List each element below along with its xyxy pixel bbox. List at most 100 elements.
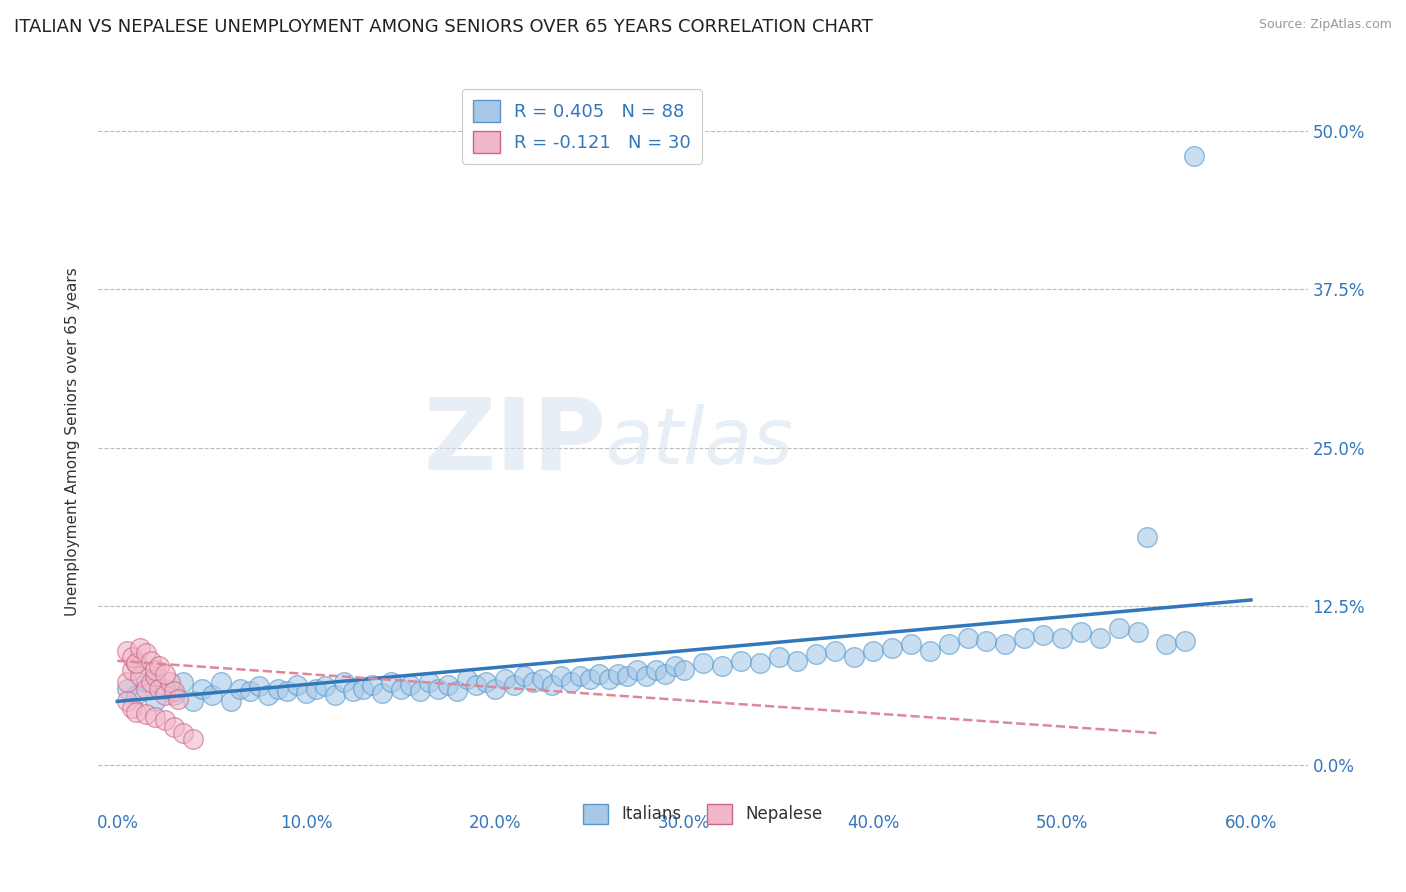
Point <box>465 678 488 692</box>
Point <box>361 678 384 692</box>
Point <box>276 684 298 698</box>
Point <box>427 681 450 696</box>
Point <box>153 666 176 681</box>
Point <box>115 675 138 690</box>
Point <box>125 688 148 702</box>
Point <box>862 643 884 657</box>
Point <box>730 654 752 668</box>
Point <box>550 669 572 683</box>
Point <box>1126 624 1149 639</box>
Point <box>976 633 998 648</box>
Point <box>531 672 554 686</box>
Point <box>692 657 714 671</box>
Point <box>115 681 138 696</box>
Y-axis label: Unemployment Among Seniors over 65 years: Unemployment Among Seniors over 65 years <box>65 268 80 615</box>
Point <box>115 643 138 657</box>
Point <box>219 694 242 708</box>
Point <box>172 675 194 690</box>
Point <box>607 666 630 681</box>
Point <box>115 694 138 708</box>
Point <box>148 681 170 696</box>
Point <box>172 726 194 740</box>
Point <box>143 694 166 708</box>
Point <box>129 669 152 683</box>
Point <box>1174 633 1197 648</box>
Point <box>1108 621 1130 635</box>
Point <box>918 643 941 657</box>
Point <box>806 648 828 662</box>
Point <box>166 691 188 706</box>
Point <box>163 688 186 702</box>
Point <box>389 681 412 696</box>
Point <box>153 714 176 728</box>
Point <box>141 654 163 668</box>
Point <box>418 675 440 690</box>
Point <box>824 643 846 657</box>
Point <box>598 672 620 686</box>
Point <box>636 669 658 683</box>
Point <box>456 672 478 686</box>
Point <box>295 685 318 699</box>
Point <box>371 685 394 699</box>
Point <box>1088 631 1111 645</box>
Point <box>956 631 979 645</box>
Point <box>626 663 648 677</box>
Point <box>938 637 960 651</box>
Point <box>673 663 696 677</box>
Point <box>880 641 903 656</box>
Point <box>121 650 143 665</box>
Point <box>380 675 402 690</box>
Point <box>844 650 866 665</box>
Text: atlas: atlas <box>606 403 794 480</box>
Point <box>148 659 170 673</box>
Point <box>352 681 374 696</box>
Point <box>342 684 364 698</box>
Point <box>1050 631 1073 645</box>
Point <box>247 679 270 693</box>
Point <box>141 675 163 690</box>
Point <box>578 672 600 686</box>
Point <box>125 657 148 671</box>
Point <box>239 684 262 698</box>
Point <box>748 657 770 671</box>
Point <box>135 675 157 690</box>
Point <box>159 675 181 690</box>
Point <box>121 663 143 677</box>
Point <box>267 681 290 696</box>
Point <box>569 669 592 683</box>
Point <box>201 688 224 702</box>
Point <box>494 672 516 686</box>
Point <box>484 681 506 696</box>
Point <box>654 666 676 681</box>
Point <box>664 659 686 673</box>
Point <box>229 681 252 696</box>
Point <box>285 678 308 692</box>
Point <box>305 681 328 696</box>
Point <box>143 663 166 677</box>
Point <box>588 666 610 681</box>
Point <box>1182 149 1205 163</box>
Point <box>1070 624 1092 639</box>
Point <box>786 654 808 668</box>
Point <box>900 637 922 651</box>
Point <box>1012 631 1035 645</box>
Point <box>163 720 186 734</box>
Point <box>181 694 204 708</box>
Point <box>710 659 733 673</box>
Point <box>399 678 422 692</box>
Point <box>1136 530 1159 544</box>
Text: ITALIAN VS NEPALESE UNEMPLOYMENT AMONG SENIORS OVER 65 YEARS CORRELATION CHART: ITALIAN VS NEPALESE UNEMPLOYMENT AMONG S… <box>14 18 873 36</box>
Point <box>768 650 790 665</box>
Point <box>522 675 544 690</box>
Point <box>135 646 157 660</box>
Text: Source: ZipAtlas.com: Source: ZipAtlas.com <box>1258 18 1392 31</box>
Point <box>121 700 143 714</box>
Point <box>153 681 176 696</box>
Point <box>135 681 157 696</box>
Text: ZIP: ZIP <box>423 393 606 490</box>
Point <box>437 678 460 692</box>
Point <box>129 641 152 656</box>
Point <box>314 679 336 693</box>
Point <box>191 681 214 696</box>
Point <box>135 707 157 722</box>
